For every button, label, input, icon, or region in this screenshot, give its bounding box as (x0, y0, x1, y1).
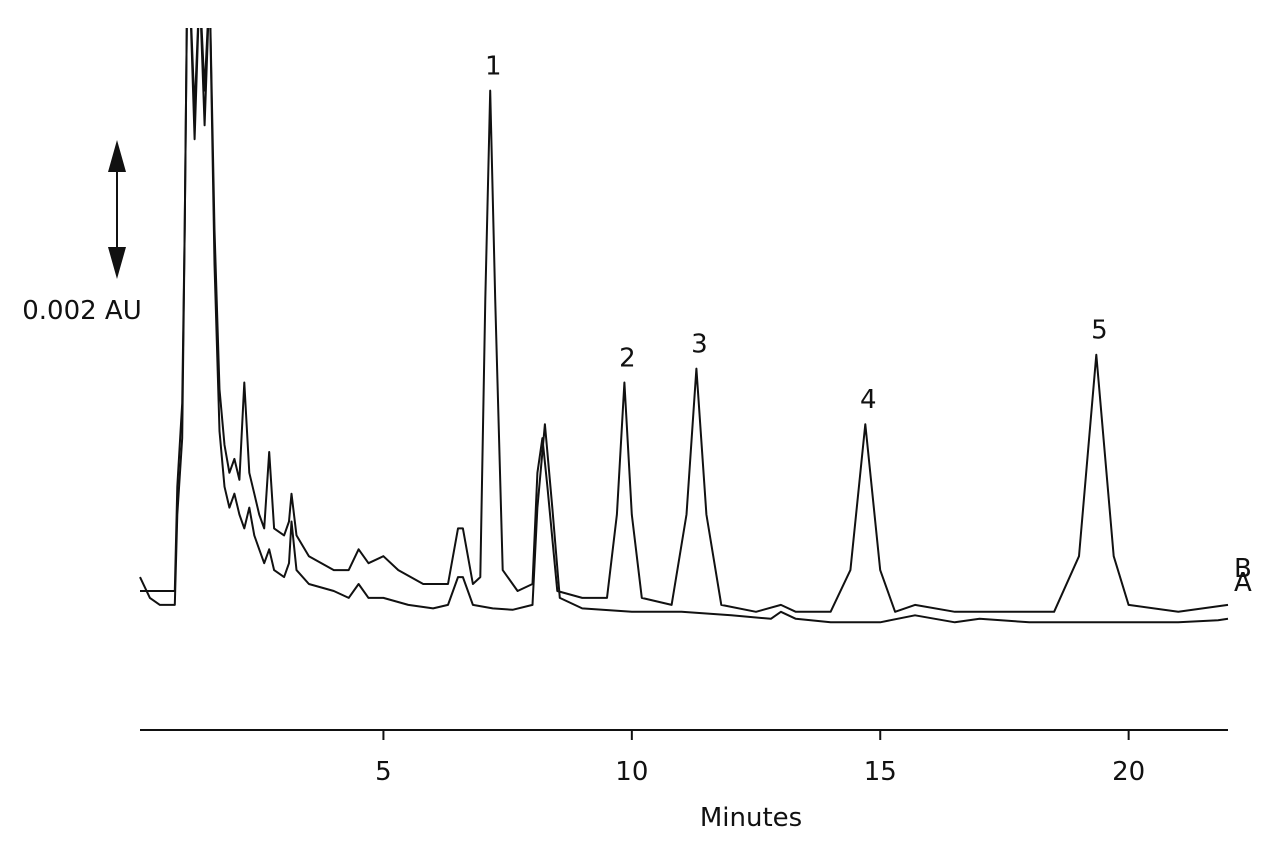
peak-label-4: 4 (860, 385, 877, 415)
trace-a (139, 28, 1229, 624)
x-tick-label-10: 10 (615, 757, 648, 787)
peak-labels: 1 2 3 4 5 (485, 52, 1108, 416)
x-tick-label-20: 20 (1112, 757, 1145, 787)
peak-label-2: 2 (619, 343, 636, 373)
trace-labels: AB (1234, 554, 1252, 598)
chromatogram-traces (139, 28, 1229, 624)
peak-label-5: 5 (1091, 316, 1108, 346)
x-tick-label-15: 15 (864, 757, 897, 787)
peak-label-1: 1 (485, 52, 502, 82)
arrow-down-icon (108, 247, 126, 280)
scale-bar-label: 0.002 AU (22, 296, 142, 326)
x-tick-label-5: 5 (375, 757, 392, 787)
scale-bar: 0.002 AU (22, 140, 142, 326)
trace-b (140, 28, 1229, 613)
trace-label-b: B (1234, 554, 1252, 584)
x-axis-ticks: 5 10 15 20 (375, 730, 1145, 787)
x-axis-title: Minutes (700, 803, 802, 833)
peak-label-3: 3 (691, 330, 708, 360)
arrow-up-icon (108, 140, 126, 172)
trace-label-a: A (1234, 568, 1252, 598)
